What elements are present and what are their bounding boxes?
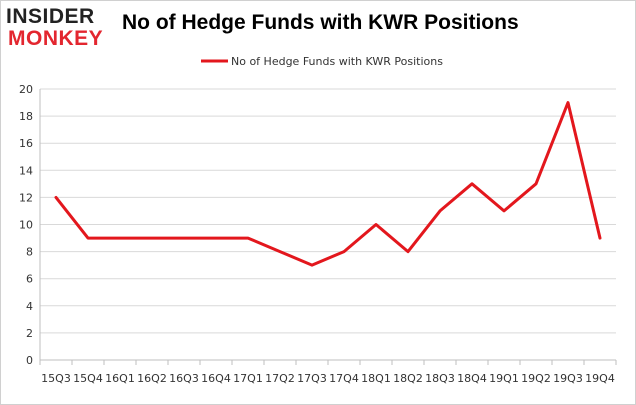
x-tick-label: 16Q4: [201, 372, 231, 385]
x-tick-label: 17Q2: [265, 372, 295, 385]
y-tick-label: 8: [26, 246, 33, 259]
x-tick-labels: 15Q3 15Q4 16Q1 16Q2 16Q3 16Q4 17Q1 17Q2 17Q3 17Q4…: [39, 360, 617, 385]
x-tick-label: 18Q2: [393, 372, 423, 385]
insider-monkey-logo: INSIDER MONKEY: [4, 4, 116, 50]
x-tick-label: 19Q3: [553, 372, 583, 385]
x-tick-label: 15Q4: [73, 372, 103, 385]
logo-line-1: INSIDER: [6, 5, 95, 28]
x-tick-label: 17Q4: [329, 372, 359, 385]
y-tick-label: 0: [26, 354, 33, 367]
x-tick-label: 17Q1: [233, 372, 263, 385]
y-tick-label: 18: [19, 110, 33, 123]
x-tick-label: 15Q3: [41, 372, 71, 385]
y-tick-label: 4: [26, 300, 33, 313]
y-tick-label: 10: [19, 219, 33, 232]
x-tick-label: 19Q2: [521, 372, 551, 385]
logo-line-2: MONKEY: [8, 27, 104, 50]
legend: No of Hedge Funds with KWR Positions: [201, 55, 443, 68]
y-tick-label: 6: [26, 273, 33, 286]
x-tick-label: 16Q1: [105, 372, 135, 385]
x-tick-label: 18Q1: [361, 372, 391, 385]
x-tick-label: 19Q1: [489, 372, 519, 385]
x-tick-label: 18Q3: [425, 372, 455, 385]
y-tick-label: 16: [19, 137, 33, 150]
y-tick-label: 20: [19, 83, 33, 96]
series-line: [54, 101, 602, 267]
series-group: [54, 101, 602, 267]
legend-label: No of Hedge Funds with KWR Positions: [231, 55, 443, 68]
y-tick-labels: 0 2 4 6 8 10 12 14 16 18 20: [19, 83, 33, 367]
chart-title: No of Hedge Funds with KWR Positions: [122, 11, 519, 34]
y-tick-label: 2: [26, 327, 33, 340]
x-tick-label: 17Q3: [297, 372, 327, 385]
x-tick-label: 16Q2: [137, 372, 167, 385]
x-tick-label: 16Q3: [169, 372, 199, 385]
y-tick-label: 14: [19, 164, 33, 177]
grid-lines: [40, 88, 616, 361]
y-tick-label: 12: [19, 191, 33, 204]
x-tick-label: 18Q4: [457, 372, 487, 385]
x-tick-label: 19Q4: [585, 372, 615, 385]
